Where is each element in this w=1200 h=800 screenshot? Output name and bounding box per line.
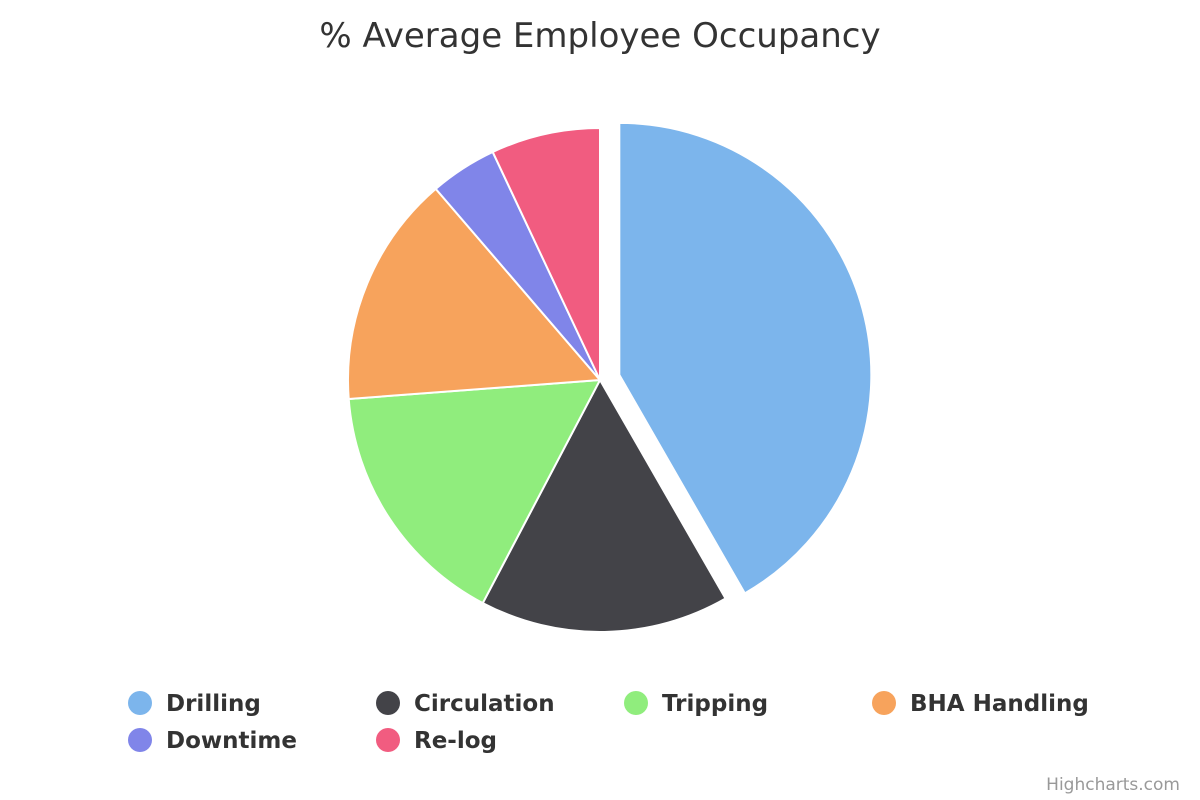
legend-symbol xyxy=(872,691,896,715)
legend-symbol xyxy=(376,691,400,715)
legend-label: Downtime xyxy=(166,728,297,754)
legend-symbol xyxy=(624,691,648,715)
pie-slice-re-log[interactable] xyxy=(491,127,601,381)
legend: Drilling Circulation Tripping BHA Handling D… xyxy=(128,691,1089,754)
legend-item-re-log[interactable]: Re-log xyxy=(376,728,497,754)
legend-symbol xyxy=(128,691,152,715)
chart-title: % Average Employee Occupancy xyxy=(319,16,880,56)
pie-slice-tripping[interactable] xyxy=(347,379,601,605)
legend-label: Circulation xyxy=(414,691,555,717)
pie-slice-circulation[interactable] xyxy=(481,379,727,633)
credits-link[interactable]: Highcharts.com xyxy=(1046,775,1180,795)
legend-item-drilling[interactable]: Drilling xyxy=(128,691,261,717)
legend-label: Drilling xyxy=(166,691,261,717)
legend-item-tripping[interactable]: Tripping xyxy=(624,691,768,717)
legend-symbol xyxy=(128,728,152,752)
legend-item-downtime[interactable]: Downtime xyxy=(128,728,297,754)
legend-label: BHA Handling xyxy=(910,691,1089,717)
pie-slices xyxy=(347,121,873,633)
legend-symbol xyxy=(376,728,400,752)
pie-slice-drilling[interactable] xyxy=(618,121,873,595)
pie-slice-bha-handling[interactable] xyxy=(347,187,601,400)
legend-item-circulation[interactable]: Circulation xyxy=(376,691,555,717)
legend-label: Tripping xyxy=(662,691,768,717)
legend-item-bha-handling[interactable]: BHA Handling xyxy=(872,691,1089,717)
legend-label: Re-log xyxy=(414,728,497,754)
